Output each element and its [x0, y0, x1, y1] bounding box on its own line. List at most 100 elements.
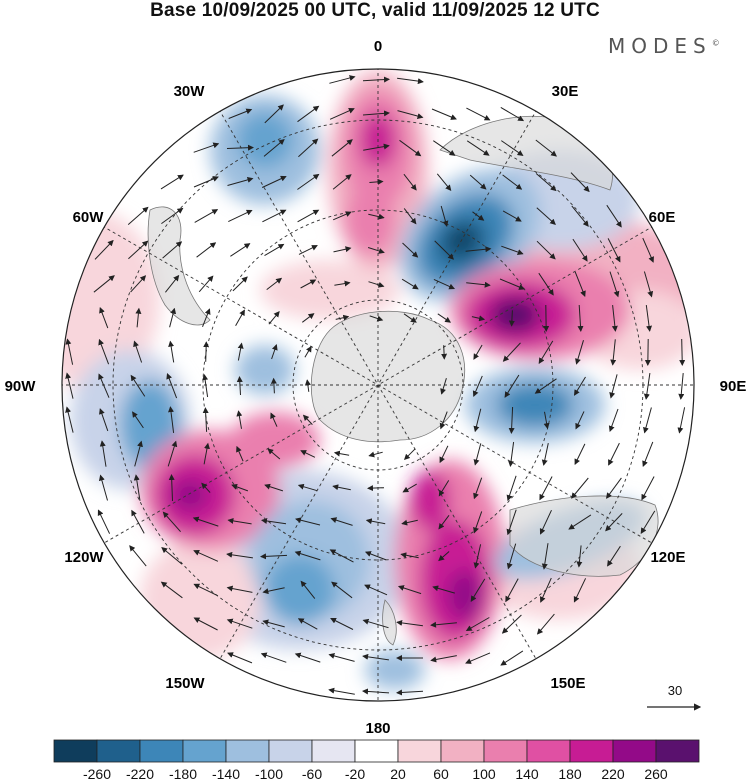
wind-arrow — [168, 406, 175, 433]
wind-arrow — [264, 243, 285, 257]
wind-arrow — [572, 238, 588, 262]
wind-arrow — [270, 377, 277, 394]
wind-arrow — [65, 372, 74, 399]
wind-arrow — [264, 104, 284, 124]
wind-arrow — [160, 581, 183, 599]
wind-arrow — [362, 76, 390, 83]
wind-arrow — [536, 207, 556, 225]
brand-name: MODES — [608, 34, 712, 58]
wind-arrow — [333, 450, 350, 457]
lon-label-60w: 60W — [73, 209, 105, 226]
legend-swatch — [569, 739, 614, 763]
wind-arrow — [506, 475, 517, 502]
wind-arrow — [331, 581, 353, 599]
legend-swatch — [483, 739, 528, 763]
wind-arrow — [575, 411, 585, 430]
lon-label-60e: 60E — [649, 209, 676, 226]
wind-arrow — [403, 448, 416, 461]
wind-arrow — [473, 511, 483, 534]
wind-arrow — [506, 543, 517, 570]
legend-swatch — [440, 739, 485, 763]
wind-arrow — [298, 245, 318, 255]
wind-arrow — [330, 618, 354, 630]
wind-arrow — [438, 551, 450, 562]
wind-arrow — [466, 281, 491, 288]
legend-swatch — [311, 739, 356, 763]
wind-arrow — [677, 407, 686, 434]
wind-arrow — [396, 619, 423, 627]
wind-arrow — [607, 238, 621, 263]
wind-arrow — [499, 278, 525, 290]
wind-arrow — [65, 338, 74, 365]
wind-arrow — [98, 474, 108, 501]
wind-arrow — [294, 550, 321, 561]
wind-arrow — [232, 276, 248, 292]
wind-arrow — [193, 583, 218, 597]
wind-arrow — [605, 513, 623, 532]
wind-arrow — [335, 314, 350, 321]
wind-arrow — [643, 407, 652, 434]
wind-arrow — [536, 240, 556, 260]
wind-arrow — [331, 139, 353, 157]
wind-arrow — [466, 107, 491, 121]
wind-arrow — [440, 205, 449, 227]
lon-label-150e: 150E — [550, 675, 585, 692]
graticule — [62, 69, 694, 701]
wind-vectors — [65, 75, 686, 696]
wind-arrow — [608, 408, 619, 432]
wind-arrow — [571, 205, 589, 227]
wind-arrow — [231, 484, 249, 492]
wind-arrow — [226, 618, 253, 629]
legend-tick-label: -260 — [83, 766, 111, 782]
wind-arrow — [297, 173, 320, 190]
lon-label-120w: 120W — [64, 549, 104, 566]
wind-arrow — [332, 174, 352, 190]
wind-arrow — [203, 442, 210, 465]
wind-arrow — [440, 378, 447, 395]
antarctica — [310, 310, 466, 443]
wind-arrow — [263, 138, 285, 157]
wind-arrow — [160, 174, 184, 190]
wind-arrow — [606, 477, 622, 499]
wind-arrow — [508, 310, 515, 327]
wind-arrow — [433, 140, 456, 156]
wind-arrow — [439, 445, 449, 464]
wind-arrow — [169, 307, 177, 328]
wind-arrow — [300, 450, 316, 458]
wind-arrow — [192, 516, 219, 527]
wind-arrow — [267, 448, 281, 460]
wind-arrow — [574, 443, 586, 465]
wind-arrow — [99, 306, 109, 329]
wind-arrow — [226, 585, 253, 593]
legend-tick-label: 60 — [433, 766, 449, 782]
wind-arrow — [642, 237, 654, 263]
wind-arrow — [130, 275, 147, 293]
wind-arrow — [502, 210, 522, 222]
wind-arrow — [610, 339, 617, 366]
wind-arrow — [609, 271, 620, 298]
wind-arrow — [298, 138, 319, 158]
wind-arrow — [441, 345, 448, 360]
wind-arrow — [297, 483, 318, 492]
wind-arrow — [504, 374, 520, 398]
legend-swatch — [354, 739, 399, 763]
wind-arrow — [262, 209, 287, 223]
legend-tick-label: -20 — [345, 766, 365, 782]
wind-arrow — [539, 476, 553, 501]
wind-arrow — [500, 106, 525, 122]
wind-arrow — [363, 143, 390, 151]
wind-arrow — [97, 509, 111, 534]
wind-arrow — [369, 315, 384, 322]
legend-swatch — [53, 739, 98, 763]
wind-arrow — [129, 545, 147, 567]
wind-arrow — [304, 345, 312, 358]
legend-swatch — [397, 739, 442, 763]
wind-arrow — [168, 340, 175, 363]
legend-swatch — [139, 739, 184, 763]
wind-arrow — [196, 242, 217, 258]
wind-arrow — [473, 544, 482, 569]
wind-arrow — [130, 374, 146, 397]
color-legend: -260 -220 -180 -140 -100 -60 -20 20 60 100 140 180 2… — [53, 739, 700, 782]
wind-arrow — [471, 315, 486, 322]
wind-arrow — [162, 511, 181, 533]
